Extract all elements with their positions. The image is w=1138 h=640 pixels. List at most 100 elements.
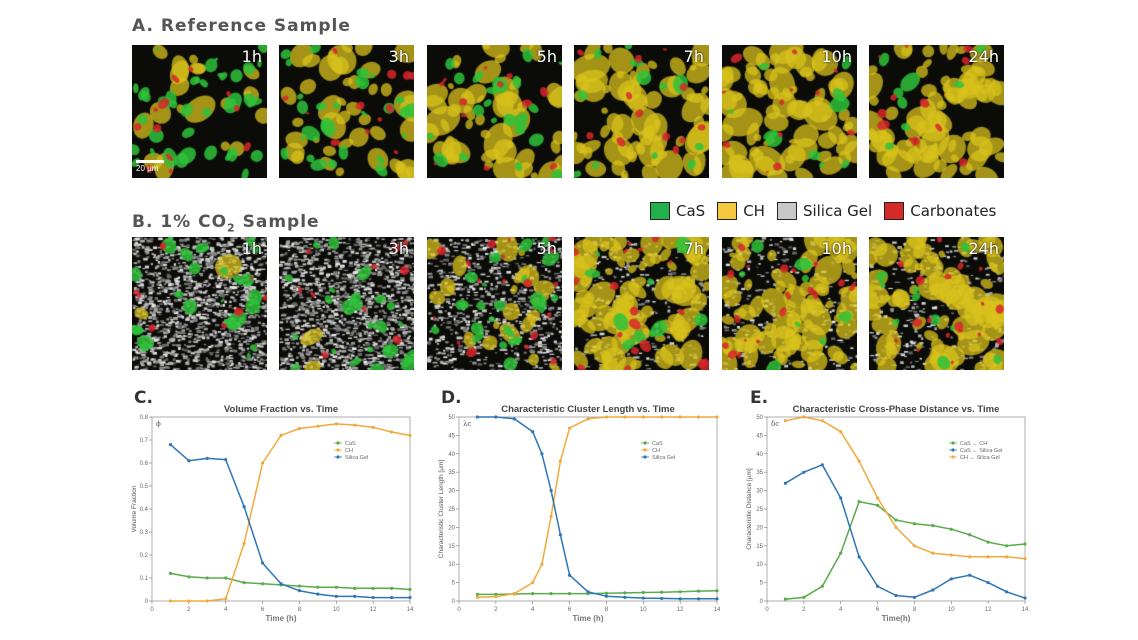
y-tick-label: 35 bbox=[756, 470, 763, 476]
reference-micrograph-24h: 24h bbox=[869, 45, 1004, 178]
data-point bbox=[912, 522, 917, 526]
y-tick-label: 50 bbox=[756, 415, 763, 421]
data-point bbox=[408, 595, 412, 600]
legend-entry: Silica Gel bbox=[652, 455, 675, 461]
time-label: 10h bbox=[821, 239, 853, 258]
data-point bbox=[715, 589, 719, 593]
data-point bbox=[168, 571, 173, 575]
data-point bbox=[641, 596, 645, 600]
legend-label: CH bbox=[743, 202, 765, 220]
y-tick-label: 10 bbox=[448, 562, 455, 568]
data-point bbox=[931, 523, 935, 528]
data-point bbox=[187, 459, 191, 463]
y-tick-label: 0.2 bbox=[140, 553, 149, 559]
data-point bbox=[802, 415, 806, 419]
micrograph-canvas bbox=[869, 45, 1004, 178]
data-point bbox=[279, 582, 283, 586]
data-point bbox=[986, 581, 990, 585]
phase-legend: CaS CH Silica Gel Carbonates bbox=[650, 200, 1008, 222]
x-tick-label: 0 bbox=[150, 607, 154, 613]
data-point bbox=[242, 581, 246, 585]
data-point bbox=[475, 595, 480, 599]
data-point bbox=[696, 597, 701, 601]
data-point bbox=[968, 555, 972, 559]
corner-symbol: ϕ bbox=[156, 420, 161, 428]
data-point bbox=[512, 417, 516, 421]
data-point bbox=[857, 459, 861, 463]
y-tick-label: 0.8 bbox=[140, 415, 149, 421]
x-tick-label: 2 bbox=[187, 607, 191, 613]
data-point bbox=[968, 573, 972, 577]
series-line bbox=[169, 444, 410, 599]
y-tick-label: 40 bbox=[756, 452, 763, 458]
x-tick-label: 12 bbox=[677, 607, 684, 613]
legend-entry: CaS ↔ Silica Gel bbox=[960, 448, 1003, 454]
time-label: 10h bbox=[821, 47, 853, 66]
data-point bbox=[371, 595, 375, 600]
data-point bbox=[1004, 555, 1009, 559]
data-point bbox=[783, 597, 788, 601]
data-point bbox=[1004, 544, 1009, 548]
data-point bbox=[949, 553, 953, 557]
data-point bbox=[660, 590, 664, 594]
y-axis-label: Characteristic Distance [µm] bbox=[746, 468, 753, 550]
data-point bbox=[205, 599, 209, 603]
data-point bbox=[623, 591, 627, 595]
data-point bbox=[820, 463, 824, 467]
data-point bbox=[353, 586, 357, 590]
data-point bbox=[912, 595, 917, 599]
reference-micrograph-3h: 3h bbox=[279, 45, 414, 178]
corner-symbol: δc bbox=[771, 420, 779, 428]
data-point bbox=[187, 575, 191, 579]
data-point bbox=[242, 541, 246, 546]
x-tick-label: 10 bbox=[333, 607, 340, 613]
data-point bbox=[353, 594, 357, 598]
data-point bbox=[567, 573, 572, 577]
x-tick-label: 0 bbox=[765, 607, 769, 613]
micrograph-canvas bbox=[132, 237, 267, 370]
y-tick-label: 10 bbox=[756, 562, 763, 568]
data-point bbox=[168, 599, 173, 603]
data-point bbox=[678, 597, 682, 601]
data-point bbox=[783, 481, 788, 485]
legend-entry: CaS bbox=[652, 441, 663, 447]
y-tick-label: 25 bbox=[448, 507, 455, 513]
y-tick-label: 0.7 bbox=[140, 438, 149, 444]
y-tick-label: 0.1 bbox=[140, 576, 149, 582]
legend-label: Silica Gel bbox=[802, 202, 873, 220]
y-tick-label: 20 bbox=[756, 525, 763, 531]
data-point bbox=[986, 555, 990, 559]
series-line bbox=[785, 416, 1026, 560]
panel-letter-e: E. bbox=[750, 388, 769, 408]
data-point bbox=[986, 540, 990, 544]
data-point bbox=[260, 461, 265, 465]
data-point bbox=[540, 452, 544, 456]
data-point bbox=[1004, 590, 1009, 594]
x-tick-label: 2 bbox=[494, 607, 498, 613]
series-line bbox=[785, 500, 1026, 600]
legend-label: CaS bbox=[676, 202, 706, 220]
series-line bbox=[170, 572, 411, 591]
data-point bbox=[839, 551, 843, 555]
data-point bbox=[549, 514, 553, 518]
data-point bbox=[389, 430, 394, 434]
data-point bbox=[875, 584, 880, 588]
data-point bbox=[949, 527, 953, 531]
data-point bbox=[334, 585, 338, 589]
data-point bbox=[586, 417, 590, 421]
volume-fraction-chart: Volume Fraction vs. Time 0 2 4 6 8 10 12 14 0 0.1 0… bbox=[131, 404, 414, 623]
data-point bbox=[242, 505, 246, 509]
data-point bbox=[297, 426, 302, 431]
data-point bbox=[894, 518, 898, 522]
series-line bbox=[477, 416, 717, 599]
co2-micrograph-1h: 1h bbox=[132, 237, 267, 370]
time-label: 3h bbox=[388, 47, 409, 66]
time-label: 1h bbox=[241, 47, 262, 66]
x-tick-label: 10 bbox=[640, 607, 647, 613]
x-tick-label: 12 bbox=[370, 607, 377, 613]
y-tick-label: 45 bbox=[448, 433, 455, 439]
co2-micrograph-5h: 5h bbox=[427, 237, 562, 370]
data-point bbox=[1023, 542, 1027, 546]
time-label: 1h bbox=[241, 239, 262, 258]
data-point bbox=[783, 419, 788, 423]
